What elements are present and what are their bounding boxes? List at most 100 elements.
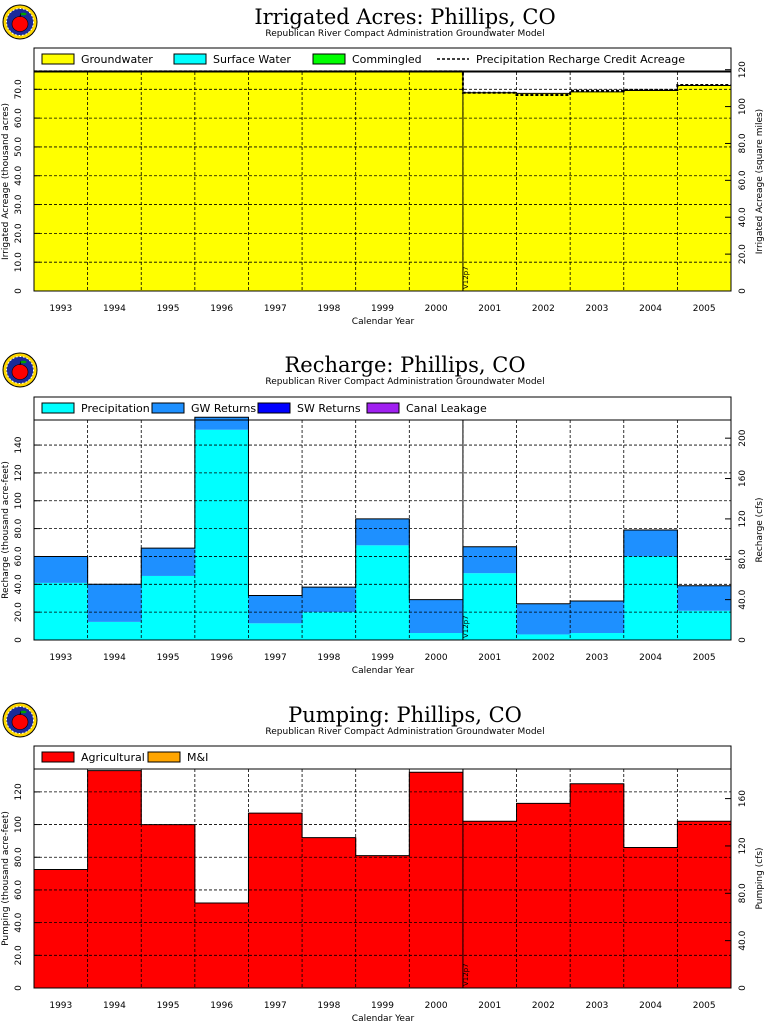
bar-precipitation-2003 [570, 633, 625, 640]
y-right-tick-label-5: 200 [738, 429, 748, 446]
bar-groundwater-1995 [141, 71, 196, 292]
bar-gw_returns-1998 [302, 587, 357, 613]
x-axis: 1993 1994 1995 1996 1997 1998 1999 2000 2001 2002… [49, 653, 715, 663]
y-tick-label-6: 120 [14, 464, 24, 481]
y-axis-left: 0 20.0 40.0 60.0 80.0 100 120 [14, 783, 40, 991]
bar-gw_returns-1996 [194, 417, 249, 430]
y-tick-label-1: 10.0 [14, 252, 24, 272]
legend-label-sw_returns: SW Returns [297, 402, 361, 415]
bar-groundwater-1996 [194, 71, 249, 292]
legend-swatch-canal_leakage [366, 402, 400, 414]
legend-swatch-surface_water [173, 53, 207, 65]
grid [34, 769, 731, 988]
x-tick-label-1995: 1995 [157, 1001, 180, 1011]
y-right-tick-label-2: 40.0 [738, 207, 748, 227]
version-marker-label: V12p7 [462, 266, 470, 289]
bar-gw_returns-1994 [87, 584, 142, 622]
x-tick-label-1999: 1999 [371, 1001, 394, 1011]
y-axis-label: Pumping (thousand acre-feet) [1, 811, 11, 946]
y-tick-label-0: 0 [14, 288, 24, 294]
y-right-tick-label-4: 160 [738, 790, 748, 807]
y-right-tick-label-3: 60.0 [738, 170, 748, 190]
y-right-tick-label-0: 0 [738, 288, 748, 294]
bar-agricultural-1995 [141, 824, 196, 988]
bar-gw_returns-2002 [516, 603, 571, 635]
x-tick-label-2000: 2000 [425, 1001, 448, 1011]
bar-agricultural-1993 [34, 869, 89, 988]
legend-label-agricultural: Agricultural [81, 751, 145, 764]
bar-gw_returns-1995 [141, 548, 196, 576]
bar-precipitation-1997 [248, 623, 303, 640]
data-bars [34, 71, 732, 292]
bar-gw_returns-2004 [623, 530, 678, 557]
bar-precipitation-2005 [677, 610, 732, 640]
apple-body [11, 714, 29, 730]
y-tick-label-4: 80.0 [14, 847, 24, 867]
bar-groundwater-2001 [462, 92, 518, 291]
bar-groundwater-1993 [34, 71, 89, 292]
y-tick-label-0: 0 [14, 637, 24, 643]
x-tick-label-1997: 1997 [264, 1001, 287, 1011]
bar-gw_returns-2001 [462, 546, 518, 574]
plot-frame [33, 768, 732, 989]
y-axis-left: 0 20.0 40.0 60.0 80.0 100 120 140 [14, 436, 40, 643]
bar-agricultural-2000 [409, 772, 464, 988]
x-tick-label-1995: 1995 [157, 653, 180, 663]
x-tick-label-1996: 1996 [210, 1001, 233, 1011]
grid [34, 72, 731, 291]
apple-logo-icon [2, 702, 38, 738]
legend-swatch-agricultural [41, 751, 75, 763]
y-axis-right-label: Irrigated Acreage (square miles) [755, 109, 765, 254]
bar-agricultural-1996 [194, 903, 249, 988]
chart-title: Recharge: Phillips, CO [284, 353, 525, 377]
bar-gw_returns-1993 [34, 556, 89, 583]
apple-leaf [20, 360, 27, 364]
data-bars [34, 417, 732, 640]
logo-stitch [6, 356, 34, 384]
x-axis-label: Calendar Year [352, 666, 415, 676]
y-right-tick-label-4: 80.0 [738, 133, 748, 153]
bar-precipitation-1993 [34, 582, 89, 640]
y-axis-right-label: Recharge (cfs) [755, 497, 765, 562]
x-tick-label-1993: 1993 [49, 304, 72, 314]
x-tick-label-2005: 2005 [693, 1001, 716, 1011]
bar-precipitation-2001 [462, 573, 518, 640]
y-right-tick-label-6: 120 [738, 61, 748, 78]
x-tick-label-2000: 2000 [425, 304, 448, 314]
legend-label-canal_leakage: Canal Leakage [406, 402, 487, 415]
bar-agricultural-2003 [570, 783, 625, 988]
x-tick-label-1994: 1994 [103, 1001, 126, 1011]
x-tick-label-2002: 2002 [532, 653, 555, 663]
bar-agricultural-1997 [248, 813, 303, 988]
y-right-tick-label-5: 100 [738, 98, 748, 115]
x-tick-label-1998: 1998 [317, 304, 340, 314]
y-right-tick-label-1: 40.0 [738, 930, 748, 950]
x-tick-label-1997: 1997 [264, 653, 287, 663]
x-tick-label-2001: 2001 [478, 304, 501, 314]
bar-gw_returns-2005 [677, 585, 732, 611]
legend-swatch-groundwater [41, 53, 75, 65]
bar-groundwater-2004 [623, 90, 678, 291]
chart-subtitle: Republican River Compact Administration … [265, 727, 544, 737]
legend-label-gw_returns: GW Returns [191, 402, 256, 415]
bar-precipitation-1999 [355, 545, 410, 640]
y-right-tick-label-1: 40.0 [738, 589, 748, 609]
bar-precipitation-1996 [194, 429, 249, 640]
legend-label-surface_water: Surface Water [213, 53, 291, 66]
apple-logo-icon [2, 4, 38, 40]
x-tick-label-2000: 2000 [425, 653, 448, 663]
apple-leaf [20, 710, 27, 714]
y-right-tick-label-4: 160 [738, 470, 748, 487]
bar-agricultural-2004 [623, 847, 678, 988]
bar-gw_returns-2003 [570, 601, 625, 634]
plot-frame [33, 71, 732, 292]
x-axis-label: Calendar Year [352, 317, 415, 327]
y-tick-label-1: 20.0 [14, 602, 24, 622]
y-tick-label-7: 140 [14, 436, 24, 453]
bar-groundwater-1999 [355, 71, 410, 292]
chart-title: Pumping: Phillips, CO [288, 703, 522, 727]
x-tick-label-1996: 1996 [210, 304, 233, 314]
bar-agricultural-1994 [87, 770, 142, 988]
